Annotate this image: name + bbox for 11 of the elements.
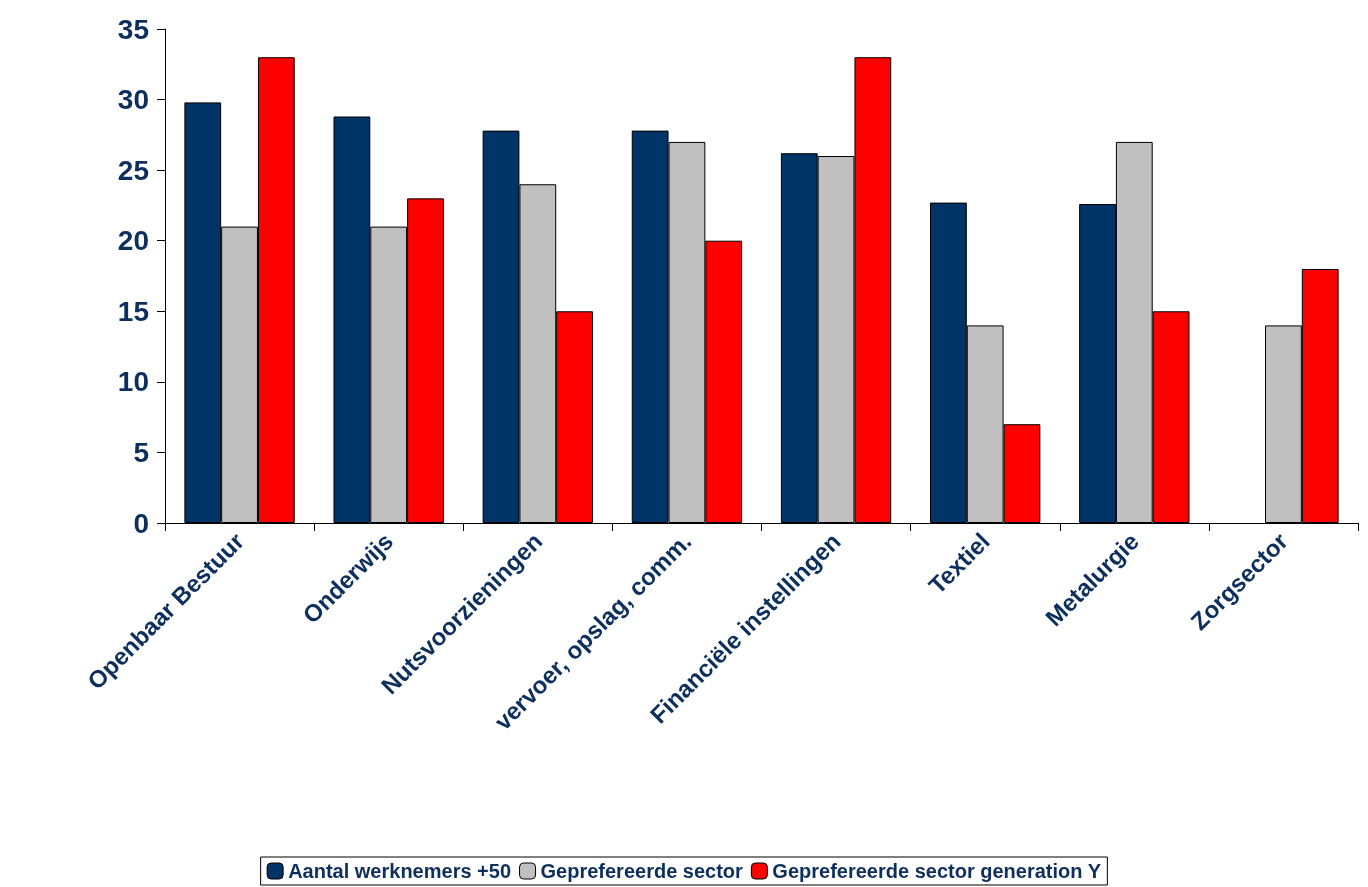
y-tick-label: 5 xyxy=(133,436,149,468)
y-tick-label: 25 xyxy=(117,154,149,186)
y-tick-label: 35 xyxy=(117,13,149,45)
legend-label: Geprefereerde sector xyxy=(540,860,744,882)
legend-label: Aantal werknemers +50 xyxy=(288,860,512,882)
y-tick-label: 15 xyxy=(117,295,149,327)
y-tick-label: 30 xyxy=(117,84,149,116)
legend-label: Geprefereerde sector generation Y xyxy=(772,860,1102,882)
y-tick-label: 20 xyxy=(117,225,149,257)
y-tick-label: 10 xyxy=(117,366,149,398)
y-tick-label: 0 xyxy=(133,507,149,539)
